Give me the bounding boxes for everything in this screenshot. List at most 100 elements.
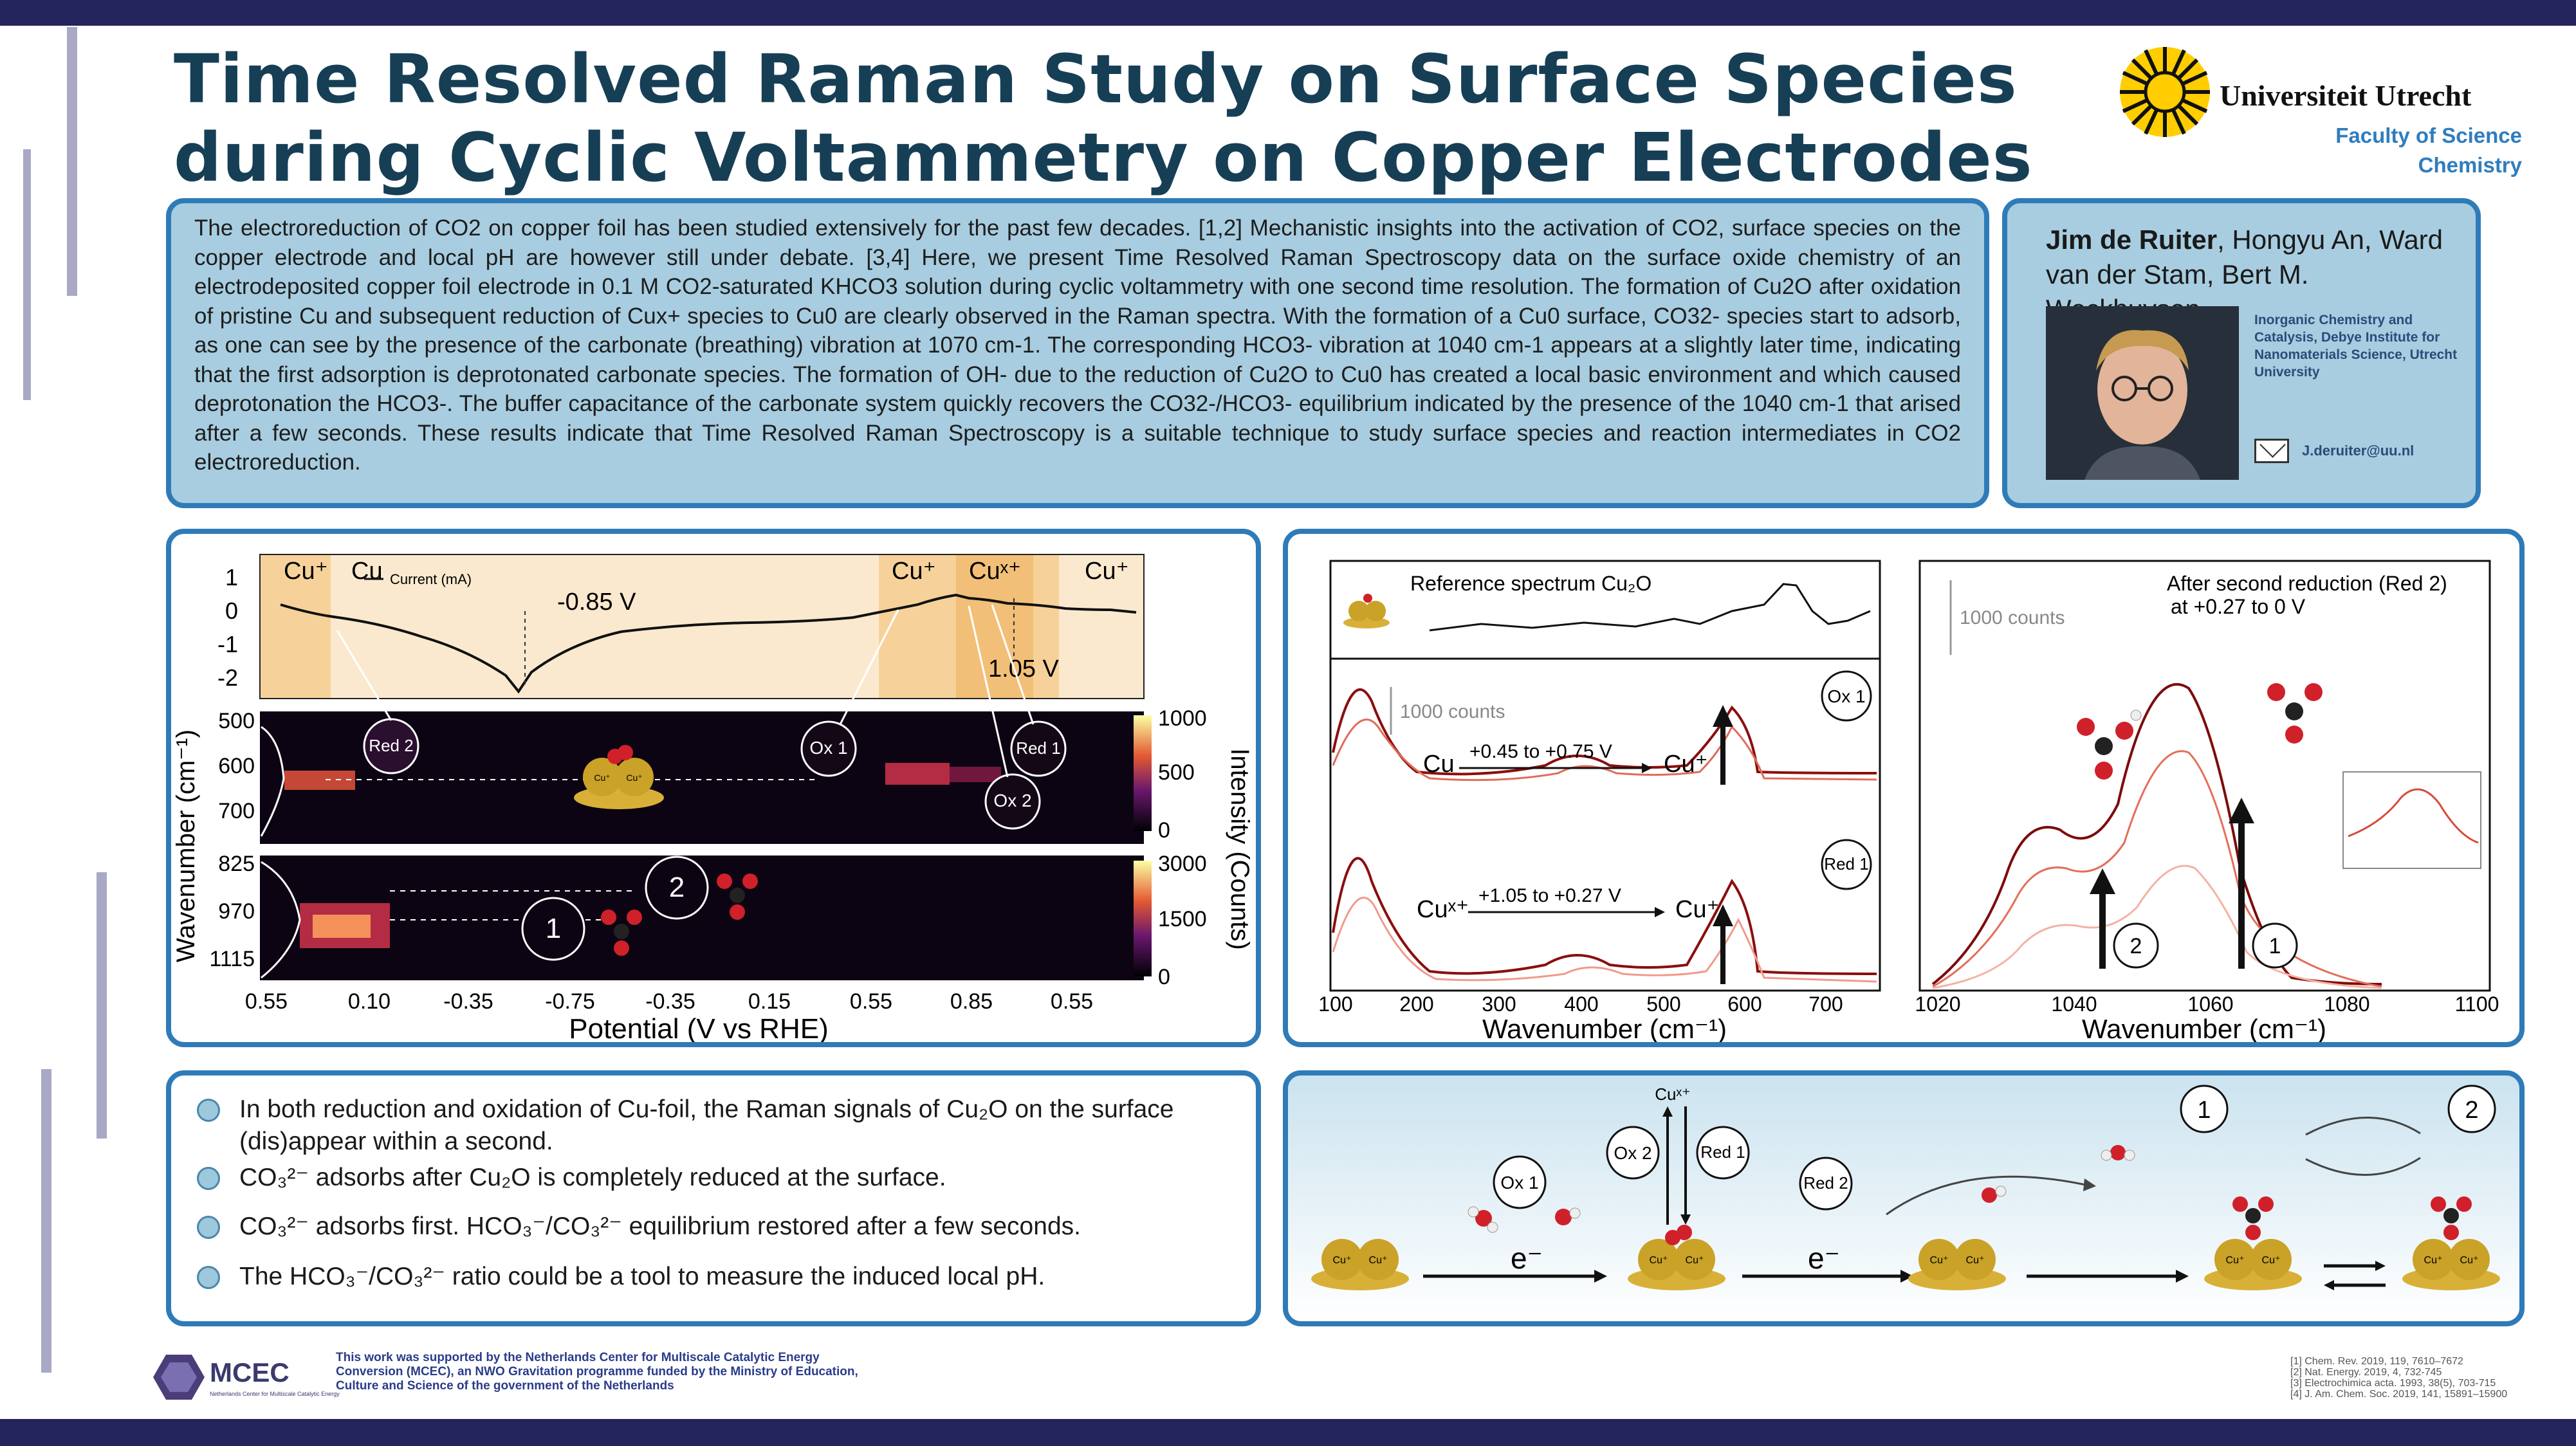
- conclusion-text: CO₃²⁻ adsorbs after Cu₂O is completely r…: [239, 1164, 946, 1191]
- callout-ox2: Ox 2: [984, 773, 1041, 830]
- svg-text:Red 1: Red 1: [1016, 738, 1060, 758]
- mechanism-panel: Cu⁺ Cu⁺ Ox 1 e⁻ Cu⁺ Cu⁺ Cuˣ⁺ Ox 2 Red 1 Re…: [1283, 1070, 2525, 1326]
- conclusion-text: CO₃²⁻ adsorbs first. HCO₃⁻/CO₃²⁻ equilib…: [239, 1213, 1081, 1240]
- hydroxide-icon: [1555, 1207, 1581, 1225]
- cv-region: [956, 554, 1033, 699]
- svg-text:2: 2: [669, 872, 685, 903]
- ox2-badge: Ox 2: [1606, 1126, 1660, 1180]
- right-xtick: 1060: [2187, 993, 2233, 1016]
- right-xtick: 1080: [2324, 993, 2369, 1016]
- svg-text:Cu⁺: Cu⁺: [1966, 1255, 1985, 1266]
- cv-ytick: 0: [225, 598, 238, 624]
- svg-text:Ox 2: Ox 2: [993, 791, 1031, 810]
- uu-faculty: Faculty of Science Chemistry: [2335, 121, 2522, 180]
- svg-text:Ox 2: Ox 2: [1614, 1143, 1651, 1163]
- bicarbonate-molecule-icon: [2077, 709, 2142, 780]
- red2-title: After second reduction (Red 2): [2167, 572, 2447, 595]
- x-tick: 0.15: [748, 989, 791, 1014]
- label-cu: Cu: [351, 558, 383, 585]
- svg-text:Ox 1: Ox 1: [1827, 686, 1865, 706]
- electron-label: e⁻: [1808, 1241, 1840, 1275]
- water-molecule-icon: [1467, 1206, 1498, 1233]
- decor-stripe: [97, 872, 107, 1139]
- callout-red1: Red 1: [1010, 720, 1067, 777]
- cb1-tick: 500: [1158, 760, 1195, 785]
- label-v-reduction: -0.85 V: [557, 589, 636, 616]
- svg-text:Cu⁺: Cu⁺: [1930, 1255, 1949, 1266]
- svg-text:Cu⁺: Cu⁺: [2226, 1255, 2245, 1266]
- red-from: Cuˣ⁺: [1417, 896, 1469, 923]
- svg-text:Cu⁺: Cu⁺: [594, 773, 610, 783]
- ox1-badge: Ox 1: [1821, 670, 1872, 722]
- colorbar-1: [1134, 715, 1152, 831]
- decor-stripe: [67, 27, 77, 296]
- label-cu-plus: Cu⁺: [892, 558, 936, 585]
- left-xtick: 300: [1482, 993, 1516, 1016]
- right-xtick: 1040: [2051, 993, 2097, 1016]
- email-row: J.deruiter@uu.nl: [2254, 439, 2415, 463]
- left-xtick: 100: [1318, 993, 1352, 1016]
- colorbar-2: [1134, 861, 1152, 976]
- x-tick: 0.85: [950, 989, 993, 1014]
- map2-ytick: 970: [218, 899, 255, 924]
- red-range: +1.05 to +0.27 V: [1478, 885, 1621, 906]
- x-tick: 0.10: [348, 989, 391, 1014]
- acknowledgement: This work was supported by the Netherlan…: [336, 1351, 858, 1393]
- svg-text:Cu⁺: Cu⁺: [1686, 1255, 1704, 1266]
- cb2-tick: 0: [1158, 965, 1170, 989]
- electron-label: e⁻: [1511, 1241, 1543, 1275]
- x-tick: -0.35: [645, 989, 695, 1014]
- svg-text:MCEC: MCEC: [210, 1357, 290, 1387]
- email-address[interactable]: J.deruiter@uu.nl: [2302, 443, 2415, 459]
- carbonate-molecule-icon: [717, 874, 758, 920]
- svg-text:Cu⁺: Cu⁺: [1333, 1255, 1352, 1266]
- carbonate-molecule-icon: [2267, 683, 2323, 744]
- svg-text:1: 1: [2197, 1097, 2211, 1124]
- red1-badge: Red 1: [1821, 839, 1872, 890]
- cb2-tick: 3000: [1158, 852, 1207, 876]
- x-tick: -0.35: [443, 989, 493, 1014]
- ox-from: Cu: [1423, 751, 1455, 778]
- svg-text:Cu⁺: Cu⁺: [2460, 1255, 2479, 1266]
- label-cu-plus: Cu⁺: [1085, 558, 1129, 585]
- title-line-2: during Cyclic Voltammetry on Copper Elec…: [174, 118, 2033, 197]
- bullet-icon: [197, 1216, 220, 1239]
- cu-particle-icon: Cu⁺ Cu⁺: [1908, 1239, 2006, 1290]
- label-cu-xplus: Cuˣ⁺: [969, 558, 1021, 585]
- bullet-icon: [197, 1167, 220, 1190]
- cv-region: [260, 554, 331, 699]
- x-tick: 0.55: [850, 989, 892, 1014]
- svg-text:Red 2: Red 2: [369, 736, 413, 755]
- authors-box: Jim de Ruiter, Hongyu An, Ward van der S…: [2002, 198, 2481, 508]
- svg-text:Red 1: Red 1: [1824, 854, 1868, 874]
- reference-item: [2] Nat. Energy. 2019, 4, 732-745: [2290, 1367, 2442, 1378]
- svg-text:Red 1: Red 1: [1700, 1142, 1745, 1162]
- lead-author: Jim de Ruiter: [2046, 224, 2218, 255]
- badge-2: 2: [2113, 922, 2159, 969]
- left-xtick: 600: [1727, 993, 1762, 1016]
- left-xtick: 500: [1646, 993, 1680, 1016]
- map1-ytick: 700: [218, 799, 255, 823]
- bullet-icon: [197, 1099, 220, 1122]
- bullet-icon: [197, 1266, 220, 1289]
- right-xtick: 1020: [1915, 993, 1960, 1016]
- cb1-tick: 0: [1158, 818, 1170, 843]
- svg-text:Cu⁺: Cu⁺: [1650, 1255, 1668, 1266]
- map2-ytick: 825: [218, 852, 255, 876]
- x-tick: 0.55: [245, 989, 288, 1014]
- ox1-spectra-frame: [1329, 657, 1881, 992]
- cv-current-trace: [280, 593, 1137, 694]
- cu-xplus-label: Cuˣ⁺: [1655, 1084, 1691, 1104]
- conclusion-text: The HCO₃⁻/CO₃²⁻ ratio could be a tool to…: [239, 1263, 1045, 1290]
- svg-text:Red 2: Red 2: [1803, 1173, 1848, 1193]
- conclusions-panel: In both reduction and oxidation of Cu-fo…: [166, 1070, 1261, 1326]
- decor-stripe: [41, 1069, 51, 1373]
- cv-ytick: 1: [225, 564, 238, 590]
- label-v-oxidation: 1.05 V: [988, 655, 1060, 682]
- cu-bicarbonate-particle-icon: Cu⁺ Cu⁺: [2402, 1196, 2500, 1290]
- ox-to: Cu⁺: [1664, 751, 1708, 778]
- ref-spectrum-frame: [1329, 560, 1881, 660]
- cu2o-small-icon: [1343, 594, 1390, 628]
- ref-spectrum-trace: [1429, 583, 1871, 632]
- mcec-logo: MCEC Netherlands Center for Multiscale C…: [147, 1348, 371, 1413]
